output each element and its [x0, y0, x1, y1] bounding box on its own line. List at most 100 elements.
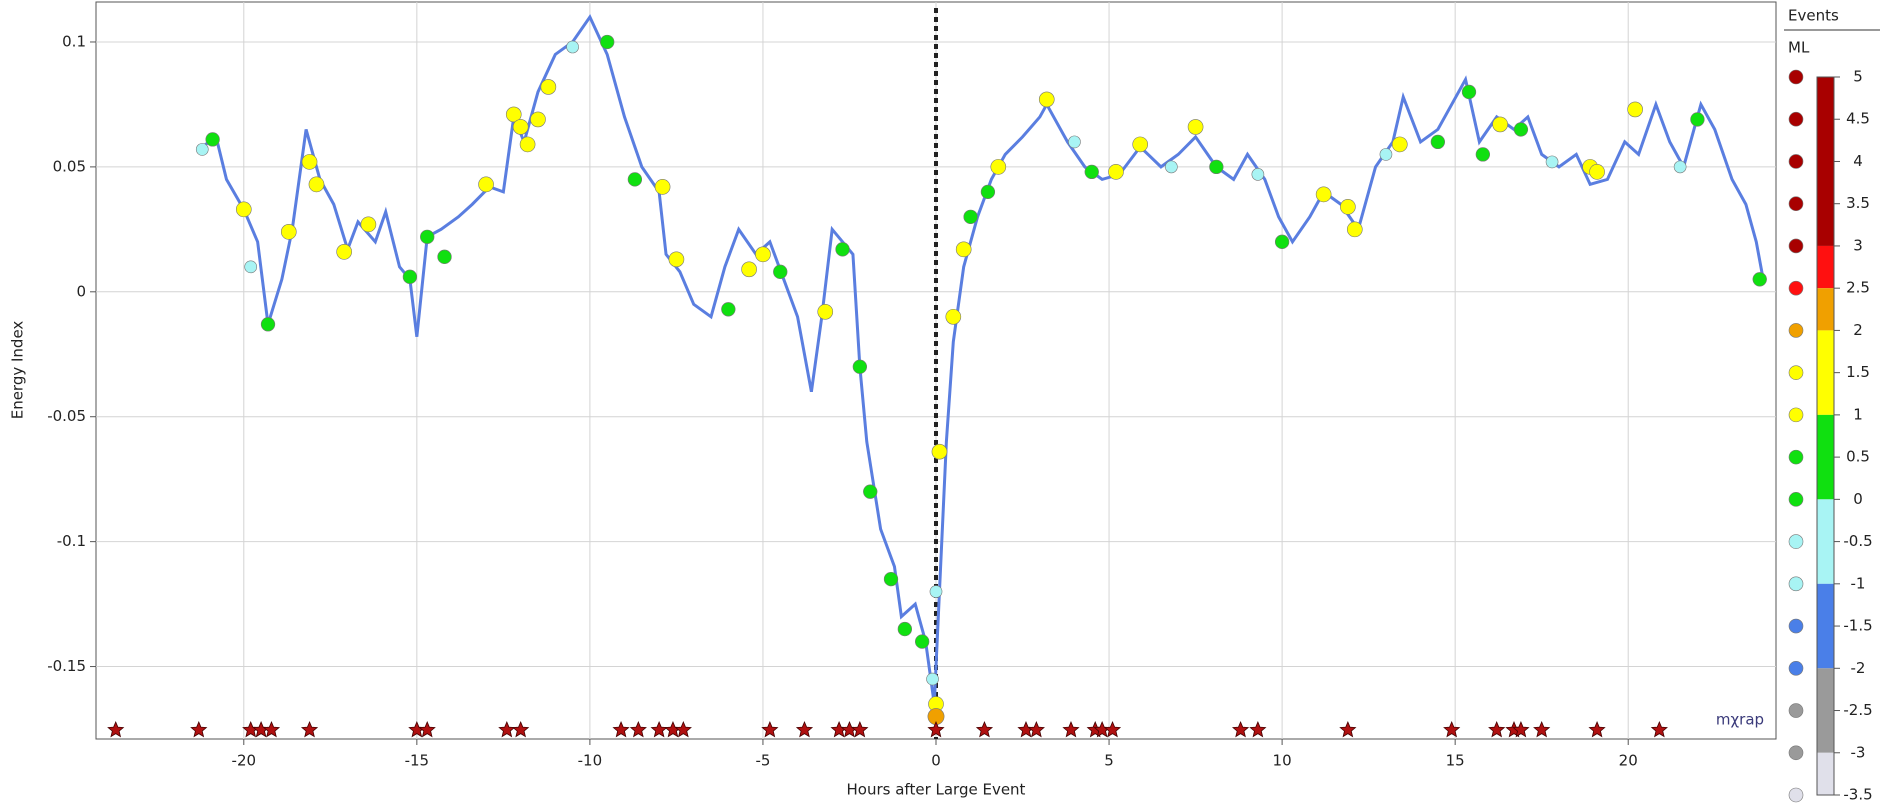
event-dot — [835, 242, 850, 257]
event-dot — [1690, 112, 1705, 127]
colorbar-tick-label: 0 — [1853, 490, 1863, 508]
colorbar-label: ML — [1788, 39, 1810, 57]
colorbar-tick-label: 3 — [1853, 236, 1863, 254]
event-dot — [308, 176, 325, 193]
large-event-star — [418, 720, 436, 738]
colorbar-segment — [1817, 288, 1834, 331]
event-dot — [863, 484, 878, 499]
legend-dot — [1788, 154, 1804, 169]
large-event-star — [1249, 720, 1267, 738]
x-tick-label: -20 — [232, 752, 257, 770]
event-dot — [530, 111, 546, 128]
legend-dot — [1788, 111, 1804, 127]
event-dot — [926, 672, 939, 686]
event-dot — [883, 571, 899, 587]
event-dot — [773, 264, 788, 279]
event-dot — [1132, 136, 1149, 153]
legend-dot — [1788, 703, 1804, 718]
colorbar-tick-label: 4 — [1853, 152, 1863, 170]
colorbar-tick-label: -2.5 — [1843, 701, 1872, 719]
colorbar-tick-label: -1.5 — [1843, 617, 1872, 635]
event-dot — [336, 244, 352, 260]
event-dot — [1379, 148, 1393, 161]
y-tick-label: -0.15 — [47, 657, 86, 675]
event-dot — [1084, 164, 1099, 180]
event-dot — [1752, 272, 1767, 287]
logo: mχrap — [1716, 711, 1764, 729]
large-event-star — [629, 720, 647, 738]
colorbar-tick-label: 2 — [1853, 321, 1863, 339]
event-dot — [668, 251, 685, 268]
event-dot — [1209, 159, 1224, 175]
event-dot — [566, 40, 579, 54]
large-event-star — [1533, 720, 1551, 738]
large-event-star — [1231, 720, 1250, 738]
legend-dot — [1788, 618, 1804, 634]
colorbar-tick-label: 0.5 — [1846, 448, 1870, 466]
event-dot — [945, 308, 962, 325]
event-dot — [1391, 136, 1408, 153]
event-dot — [1315, 186, 1332, 203]
event-dot — [1038, 91, 1055, 108]
large-event-star — [107, 720, 125, 738]
y-tick-label: 0 — [76, 282, 86, 300]
x-tick-label: 0 — [931, 752, 941, 770]
colorbar-tick-label: -0.5 — [1843, 532, 1872, 550]
large-event-star — [650, 720, 668, 738]
large-event-star — [1488, 720, 1506, 738]
large-event-star — [498, 720, 516, 738]
legend-dot — [1788, 576, 1804, 592]
legend-dot — [1788, 660, 1804, 676]
large-event-star — [1062, 720, 1080, 738]
event-dot — [963, 209, 978, 225]
event-dot — [512, 119, 529, 135]
colorbar-tick-label: 1.5 — [1846, 363, 1870, 381]
colorbar-segment — [1817, 330, 1834, 415]
large-event-star — [1650, 720, 1668, 738]
event-dot — [1589, 164, 1605, 180]
event-dot — [540, 79, 557, 95]
event-dot — [235, 201, 252, 218]
event-dot — [1274, 234, 1290, 249]
large-event-star — [1103, 720, 1122, 738]
y-tick-label: -0.1 — [57, 532, 86, 550]
event-dot — [195, 143, 209, 156]
event-dot — [1340, 199, 1356, 215]
event-dot — [420, 229, 435, 244]
x-tick-label: 15 — [1446, 752, 1465, 770]
y-axis-title: Energy Index — [9, 321, 27, 420]
colorbar-segment — [1817, 414, 1834, 500]
large-event-star — [1027, 720, 1045, 738]
x-axis-title: Hours after Large Event — [847, 781, 1026, 799]
colorbar-segment — [1817, 245, 1834, 289]
colorbar-tick-label: 5 — [1853, 68, 1863, 86]
large-event-star — [975, 720, 994, 738]
event-dot — [1461, 84, 1477, 100]
event-dot — [1627, 101, 1643, 118]
event-dot — [1187, 119, 1204, 135]
event-dot — [205, 132, 220, 147]
y-tick-label: -0.05 — [47, 407, 86, 425]
large-event-star — [512, 720, 530, 738]
event-dot — [437, 249, 452, 264]
x-tick-label: 10 — [1273, 752, 1292, 770]
x-tick-label: -15 — [405, 752, 430, 770]
colorbar-tick-label: 3.5 — [1846, 194, 1870, 212]
large-event-star — [674, 720, 692, 738]
event-dot — [817, 303, 834, 320]
event-dot — [600, 34, 615, 50]
colorbar-tick-label: -3 — [1851, 743, 1866, 761]
legend-dot — [1788, 196, 1804, 212]
event-dot — [519, 136, 536, 153]
x-tick-label: -5 — [755, 752, 770, 770]
large-event-star — [851, 720, 869, 738]
large-event-star — [262, 720, 281, 738]
colorbar-tick-label: -1 — [1851, 574, 1866, 592]
y-tick-label: 0.05 — [53, 157, 86, 175]
event-dot — [990, 159, 1007, 175]
colorbar-segment — [1817, 668, 1834, 753]
event-dot — [955, 241, 972, 258]
colorbar-tick-label: -2 — [1851, 659, 1866, 677]
